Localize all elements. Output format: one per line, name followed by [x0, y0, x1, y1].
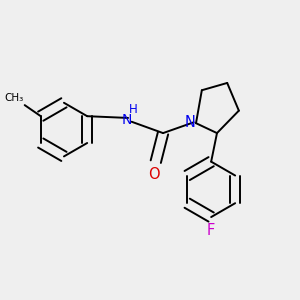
Text: N: N [122, 113, 132, 127]
Text: CH₃: CH₃ [4, 93, 23, 103]
Text: H: H [129, 103, 138, 116]
Text: O: O [148, 167, 160, 182]
Text: F: F [207, 223, 215, 238]
Text: N: N [184, 115, 195, 130]
